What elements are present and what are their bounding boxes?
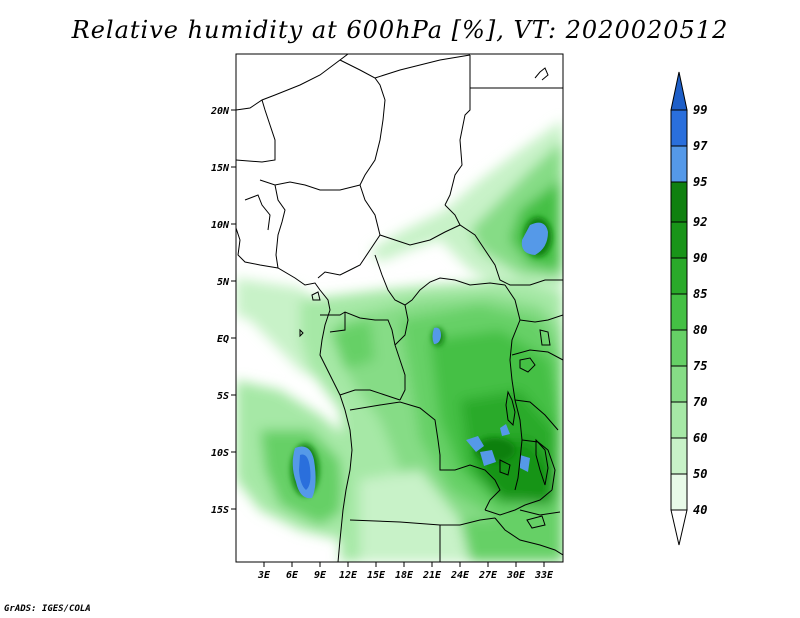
colorbar-label: 99 [693, 103, 707, 117]
colorbar [670, 71, 688, 546]
lon-tick-label: 18E [395, 570, 414, 581]
colorbar-swatch [670, 437, 688, 475]
colorbar-swatch [670, 365, 688, 403]
lon-tick-label: 21E [422, 570, 442, 581]
colorbar-labels: 40 50 60 70 75 80 85 90 92 95 97 99 [693, 103, 708, 517]
colorbar-label: 60 [693, 431, 707, 445]
lon-tick-label: 24E [450, 570, 470, 581]
colorbar-swatch [670, 401, 688, 439]
colorbar-label: 50 [693, 467, 707, 481]
colorbar-label: 80 [693, 323, 707, 337]
country-borders [236, 54, 563, 562]
grads-credit: GrADS: IGES/COLA [4, 604, 91, 614]
colorbar-swatch [670, 257, 688, 295]
humidity-field [236, 120, 563, 562]
colorbar-label: 75 [693, 359, 707, 373]
lon-axis: 3E 6E 9E 12E 15E 18E 21E 24E 27E 30E 33E [257, 562, 554, 581]
lon-tick-label: 9E [314, 570, 327, 581]
lat-tick-label: 10N [211, 220, 230, 231]
lon-tick-label: 30E [506, 570, 526, 581]
colorbar-label: 85 [693, 287, 707, 301]
map-title: Relative humidity at 600hPa [%], VT: 202… [71, 16, 729, 44]
lon-tick-label: 15E [367, 570, 386, 581]
lon-tick-label: 3E [257, 570, 271, 581]
map-frame [235, 53, 564, 563]
colorbar-swatch [670, 145, 688, 183]
lat-axis: 20N 15N 10N 5N EQ 5S 10S 15S [210, 106, 236, 516]
colorbar-label: 70 [693, 395, 707, 409]
colorbar-label: 95 [693, 175, 707, 189]
lat-tick-label: 5S [217, 391, 229, 402]
lat-tick-label: EQ [217, 334, 229, 345]
colorbar-swatch [670, 509, 688, 546]
colorbar-swatch [670, 221, 688, 259]
lat-tick-label: 10S [211, 448, 229, 459]
lat-tick-label: 5N [217, 277, 230, 288]
colorbar-label: 90 [693, 251, 707, 265]
colorbar-swatch [670, 329, 688, 367]
lon-tick-label: 33E [534, 570, 554, 581]
colorbar-label: 92 [693, 215, 707, 229]
colorbar-swatch [670, 473, 688, 511]
lon-tick-label: 12E [339, 570, 358, 581]
lat-tick-label: 15S [211, 505, 229, 516]
lat-tick-label: 20N [210, 106, 230, 117]
lat-tick-label: 15N [211, 163, 230, 174]
lon-tick-label: 27E [478, 570, 498, 581]
colorbar-swatch [670, 109, 688, 147]
colorbar-label: 97 [693, 139, 708, 153]
colorbar-swatch [670, 181, 688, 223]
colorbar-swatch [670, 293, 688, 331]
lon-tick-label: 6E [286, 570, 299, 581]
colorbar-swatch [670, 71, 688, 111]
colorbar-label: 40 [693, 503, 707, 517]
